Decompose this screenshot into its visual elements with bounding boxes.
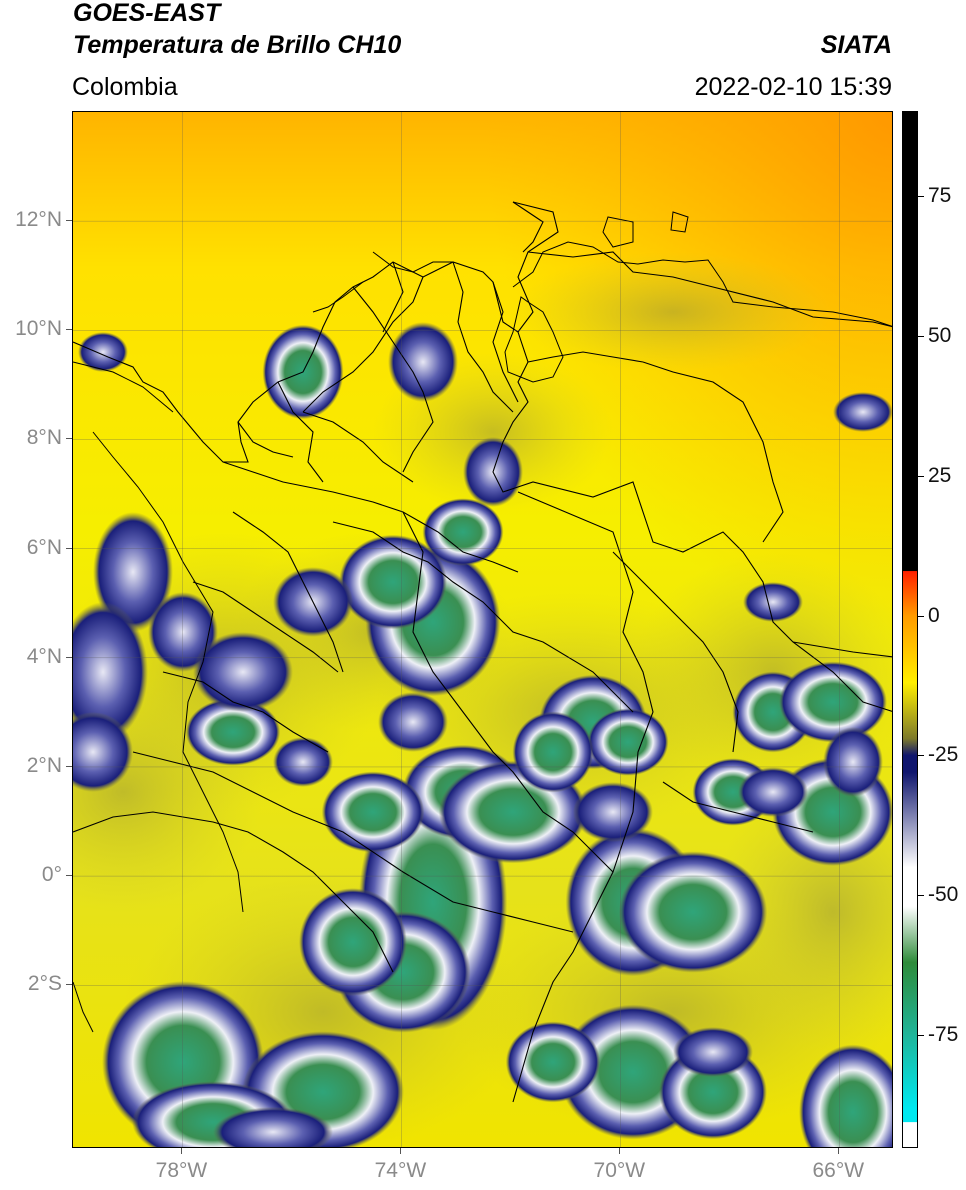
- lon-label: 70°W: [593, 1159, 646, 1182]
- cloud-edge: [93, 512, 173, 632]
- convective-cloud: [505, 1021, 601, 1103]
- lon-label: 74°W: [374, 1159, 427, 1182]
- region-label: Colombia: [72, 73, 178, 101]
- cloud-edge: [213, 1107, 333, 1147]
- lat-label: 4°N: [26, 644, 62, 668]
- title-line-1: GOES-EAST: [73, 0, 221, 27]
- colorbar-tick: [918, 755, 924, 757]
- cloud-edge: [573, 782, 653, 842]
- convective-cloud: [299, 888, 407, 996]
- lat-label: 10°N: [15, 317, 62, 341]
- colorbar-tick-label: -50: [928, 883, 959, 907]
- cloud-edge: [738, 767, 808, 817]
- cloud-edge: [673, 1027, 753, 1077]
- lat-tick: [66, 438, 72, 440]
- lon-tick: [619, 1148, 621, 1154]
- lon-tick: [400, 1148, 402, 1154]
- colorbar-tick-label: 75: [928, 183, 952, 207]
- colorbar-tick: [918, 615, 924, 617]
- lat-tick: [66, 984, 72, 986]
- lat-label: 8°N: [26, 426, 62, 450]
- lat-label: 2°N: [26, 753, 62, 777]
- convective-cloud: [512, 711, 594, 793]
- lat-label: 2°S: [27, 972, 62, 996]
- lat-label: 6°N: [26, 535, 62, 559]
- lat-label: 12°N: [15, 208, 62, 232]
- convective-cloud: [799, 1044, 892, 1147]
- convective-cloud: [587, 708, 669, 776]
- colorbar-tick-label: -25: [928, 743, 959, 767]
- cloud-edge: [378, 692, 448, 752]
- colorbar-tick-label: 25: [928, 463, 952, 487]
- convective-cloud: [779, 661, 887, 743]
- cloud-edge: [388, 322, 458, 402]
- colorbar-tick: [918, 895, 924, 897]
- cloud-edge: [833, 392, 892, 432]
- cloud-edge: [273, 737, 333, 787]
- colorbar-tick: [918, 195, 924, 197]
- lon-tick: [838, 1148, 840, 1154]
- moisture-haze: [513, 252, 833, 372]
- colorbar-tick: [918, 475, 924, 477]
- convective-cloud: [618, 851, 768, 973]
- cloud-edge: [193, 632, 293, 712]
- cloud-edge: [823, 727, 883, 797]
- cloud-edge: [73, 602, 148, 742]
- colorbar-tick: [918, 1035, 924, 1037]
- colorbar-tick-label: 0: [928, 603, 940, 627]
- coastline: [73, 211, 892, 1033]
- convective-cloud: [321, 771, 425, 853]
- cloud-edge: [73, 712, 133, 792]
- satellite-map[interactable]: [72, 111, 893, 1148]
- colorbar-tick-label: 50: [928, 323, 952, 347]
- lat-tick: [66, 765, 72, 767]
- datetime-label: 2022-02-10 15:39: [694, 73, 892, 101]
- lat-tick: [66, 220, 72, 222]
- lat-tick: [66, 875, 72, 877]
- cloud-edge: [743, 582, 803, 622]
- cloud-edge: [78, 332, 128, 372]
- brand-label: SIATA: [820, 31, 892, 59]
- lat-tick: [66, 656, 72, 658]
- convective-cloud: [185, 698, 281, 766]
- colorbar-tick-label: -75: [928, 1023, 959, 1047]
- title-line-2: Temperatura de Brillo CH10: [73, 31, 402, 59]
- lon-label: 78°W: [155, 1159, 208, 1182]
- lat-tick: [66, 329, 72, 331]
- lon-label: 66°W: [812, 1159, 865, 1182]
- colorbar-tick: [918, 335, 924, 337]
- colorbar: [902, 111, 918, 1148]
- convective-cloud: [422, 498, 504, 566]
- lat-label: 0°: [41, 863, 62, 887]
- lat-tick: [66, 547, 72, 549]
- lon-tick: [181, 1148, 183, 1154]
